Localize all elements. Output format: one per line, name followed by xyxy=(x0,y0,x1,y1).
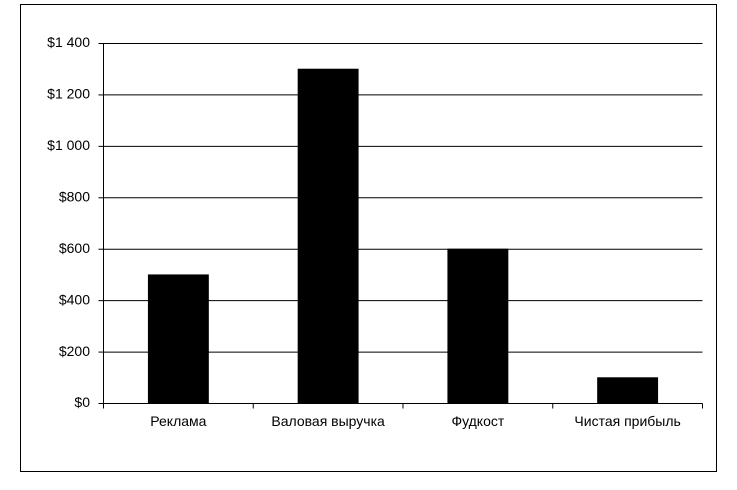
y-tick-label: $1 000 xyxy=(47,137,90,153)
x-tick-label: Чистая прибыль xyxy=(574,413,680,429)
x-tick-label: Валовая выручка xyxy=(271,413,385,429)
y-tick-label: $400 xyxy=(59,291,90,307)
x-tick-label: Фудкост xyxy=(451,413,504,429)
y-tick-label: $200 xyxy=(59,343,90,359)
bar xyxy=(447,248,509,404)
bar xyxy=(147,274,209,404)
y-tick-label: $1 400 xyxy=(47,34,90,50)
x-tick-label: Реклама xyxy=(150,413,206,429)
y-tick-label: $800 xyxy=(59,188,90,204)
bar xyxy=(597,377,659,404)
y-tick-label: $0 xyxy=(74,394,90,410)
y-tick-label: $1 200 xyxy=(47,86,90,102)
y-tick-label: $600 xyxy=(59,240,90,256)
bar xyxy=(297,68,359,404)
